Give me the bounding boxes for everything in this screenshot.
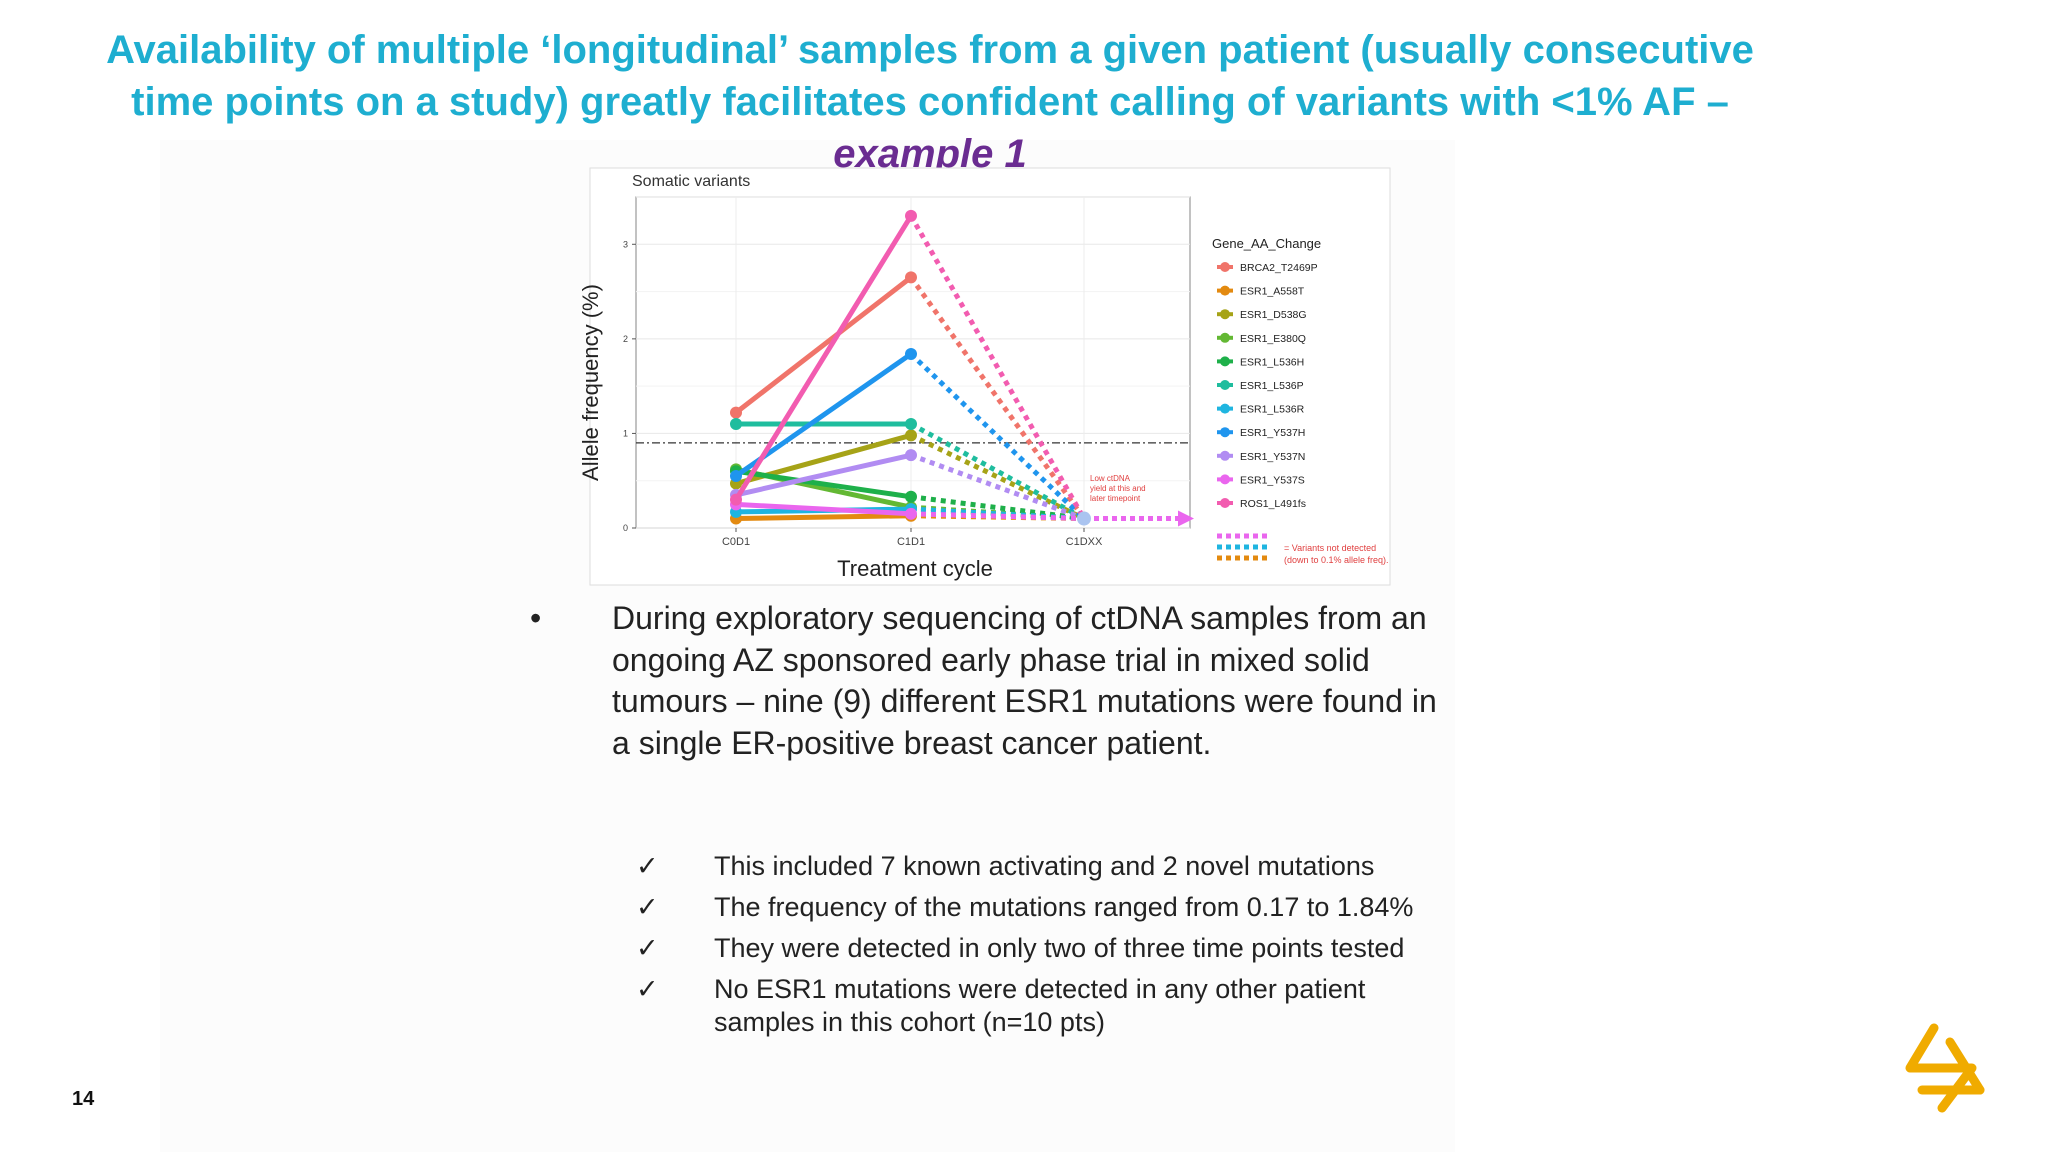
- check-text: No ESR1 mutations were detected in any o…: [714, 974, 1366, 1037]
- legend-swatch-dot: [1220, 380, 1230, 390]
- checkmark-icon: ✓: [636, 974, 659, 1004]
- chart-title: Somatic variants: [632, 173, 750, 190]
- series-line: [733, 468, 914, 500]
- data-point: [905, 490, 917, 503]
- y-tick-label: 2: [623, 334, 628, 344]
- legend-swatch-dot: [1220, 498, 1230, 508]
- legend-label: ESR1_L536R: [1240, 404, 1305, 416]
- y-tick-label: 3: [623, 239, 628, 249]
- check-item: ✓ They were detected in only two of thre…: [636, 932, 1434, 965]
- check-item: ✓ This included 7 known activating and 2…: [636, 850, 1434, 883]
- checkmark-icon: ✓: [636, 851, 659, 881]
- series-line: [733, 452, 914, 498]
- title-line-1: Availability of multiple ‘longitudinal’ …: [106, 28, 1754, 72]
- series-line-not-detected: [909, 433, 1086, 521]
- data-point: [905, 417, 917, 430]
- x-axis-label: Treatment cycle: [837, 556, 993, 581]
- not-detected-note: = Variants not detected (down to 0.1% all…: [1284, 543, 1389, 565]
- legend-swatch-dot: [1220, 450, 1230, 461]
- data-point: [905, 449, 917, 462]
- allele-frequency-chart: 0 1 2 3 C0D1 C1D1 C1DXX Somatic variants Treatme…: [578, 167, 1391, 586]
- legend-label: ESR1_L536P: [1240, 380, 1304, 392]
- legend-label: ROS1_L491fs: [1240, 498, 1306, 510]
- series-line: [733, 213, 914, 503]
- data-point: [1077, 511, 1091, 526]
- astrazeneca-logo-icon: [1905, 1023, 1985, 1113]
- plot-panel: [635, 196, 1191, 529]
- series-line-not-detected: [910, 452, 1085, 521]
- legend-swatch-dot: [1220, 309, 1230, 320]
- data-point: [730, 469, 742, 482]
- check-item: ✓ No ESR1 mutations were detected in any…: [636, 973, 1434, 1039]
- x-tick-label: C0D1: [722, 536, 750, 548]
- title-line-2: time points on a study) greatly facilita…: [131, 80, 1729, 124]
- low-yield-annotation: Low ctDNA yield at this and later timepoin…: [1090, 474, 1146, 503]
- data-point: [905, 271, 917, 284]
- check-text: The frequency of the mutations ranged fr…: [714, 892, 1414, 922]
- y-tick-label: 0: [623, 523, 628, 533]
- legend-swatch-dot: [1220, 332, 1230, 343]
- series-line: [733, 513, 914, 522]
- check-text: They were detected in only two of three …: [714, 933, 1405, 963]
- legend-swatch-dot: [1220, 262, 1230, 272]
- legend-swatch-dot: [1220, 403, 1230, 414]
- data-point: [905, 209, 917, 222]
- check-list: ✓ This included 7 known activating and 2…: [636, 850, 1434, 1047]
- data-point: [730, 417, 742, 430]
- bullet-dot: •: [530, 600, 542, 636]
- slide-title: Availability of multiple ‘longitudinal’ …: [0, 24, 1860, 180]
- checkmark-icon: ✓: [636, 892, 659, 922]
- series-line-not-detected: [909, 421, 1086, 521]
- legend-title: Gene_AA_Change: [1212, 236, 1321, 251]
- y-axis-label: Allele frequency (%): [578, 284, 603, 481]
- check-text: This included 7 known activating and 2 n…: [714, 851, 1375, 881]
- data-point: [730, 406, 742, 419]
- legend-label: ESR1_D538G: [1240, 309, 1307, 321]
- legend-label: BRCA2_T2469P: [1240, 262, 1318, 274]
- legend-swatch-dot: [1220, 356, 1230, 367]
- arrow-head-icon: [1178, 510, 1194, 527]
- series-line-not-detected: [910, 511, 1085, 522]
- checkmark-icon: ✓: [636, 933, 659, 963]
- legend-swatch-dot: [1220, 427, 1230, 438]
- legend-label: ESR1_Y537S: [1240, 474, 1305, 486]
- series-line: [733, 501, 914, 517]
- legend-label: ESR1_Y537H: [1240, 427, 1305, 439]
- page-number: 14: [72, 1088, 95, 1110]
- check-item: ✓ The frequency of the mutations ranged …: [636, 891, 1434, 924]
- series-line-not-detected: [908, 214, 1087, 520]
- y-tick-label: 1: [623, 428, 628, 438]
- series-line: [733, 274, 914, 416]
- legend-label: ESR1_Y537N: [1240, 451, 1305, 463]
- data-point: [730, 493, 742, 506]
- data-point: [905, 507, 917, 520]
- legend-label: ESR1_L536H: [1240, 356, 1304, 368]
- data-point: [905, 347, 917, 360]
- legend-swatch-dot: [1220, 474, 1230, 485]
- x-tick-label: C1D1: [897, 536, 925, 548]
- legend-label: ESR1_A558T: [1240, 286, 1305, 298]
- data-point: [905, 429, 917, 442]
- legend-label: ESR1_E380Q: [1240, 333, 1306, 345]
- legend-swatch-dot: [1220, 285, 1230, 296]
- x-tick-label: C1DXX: [1066, 536, 1103, 548]
- main-bullet-text: During exploratory sequencing of ctDNA s…: [612, 600, 1437, 761]
